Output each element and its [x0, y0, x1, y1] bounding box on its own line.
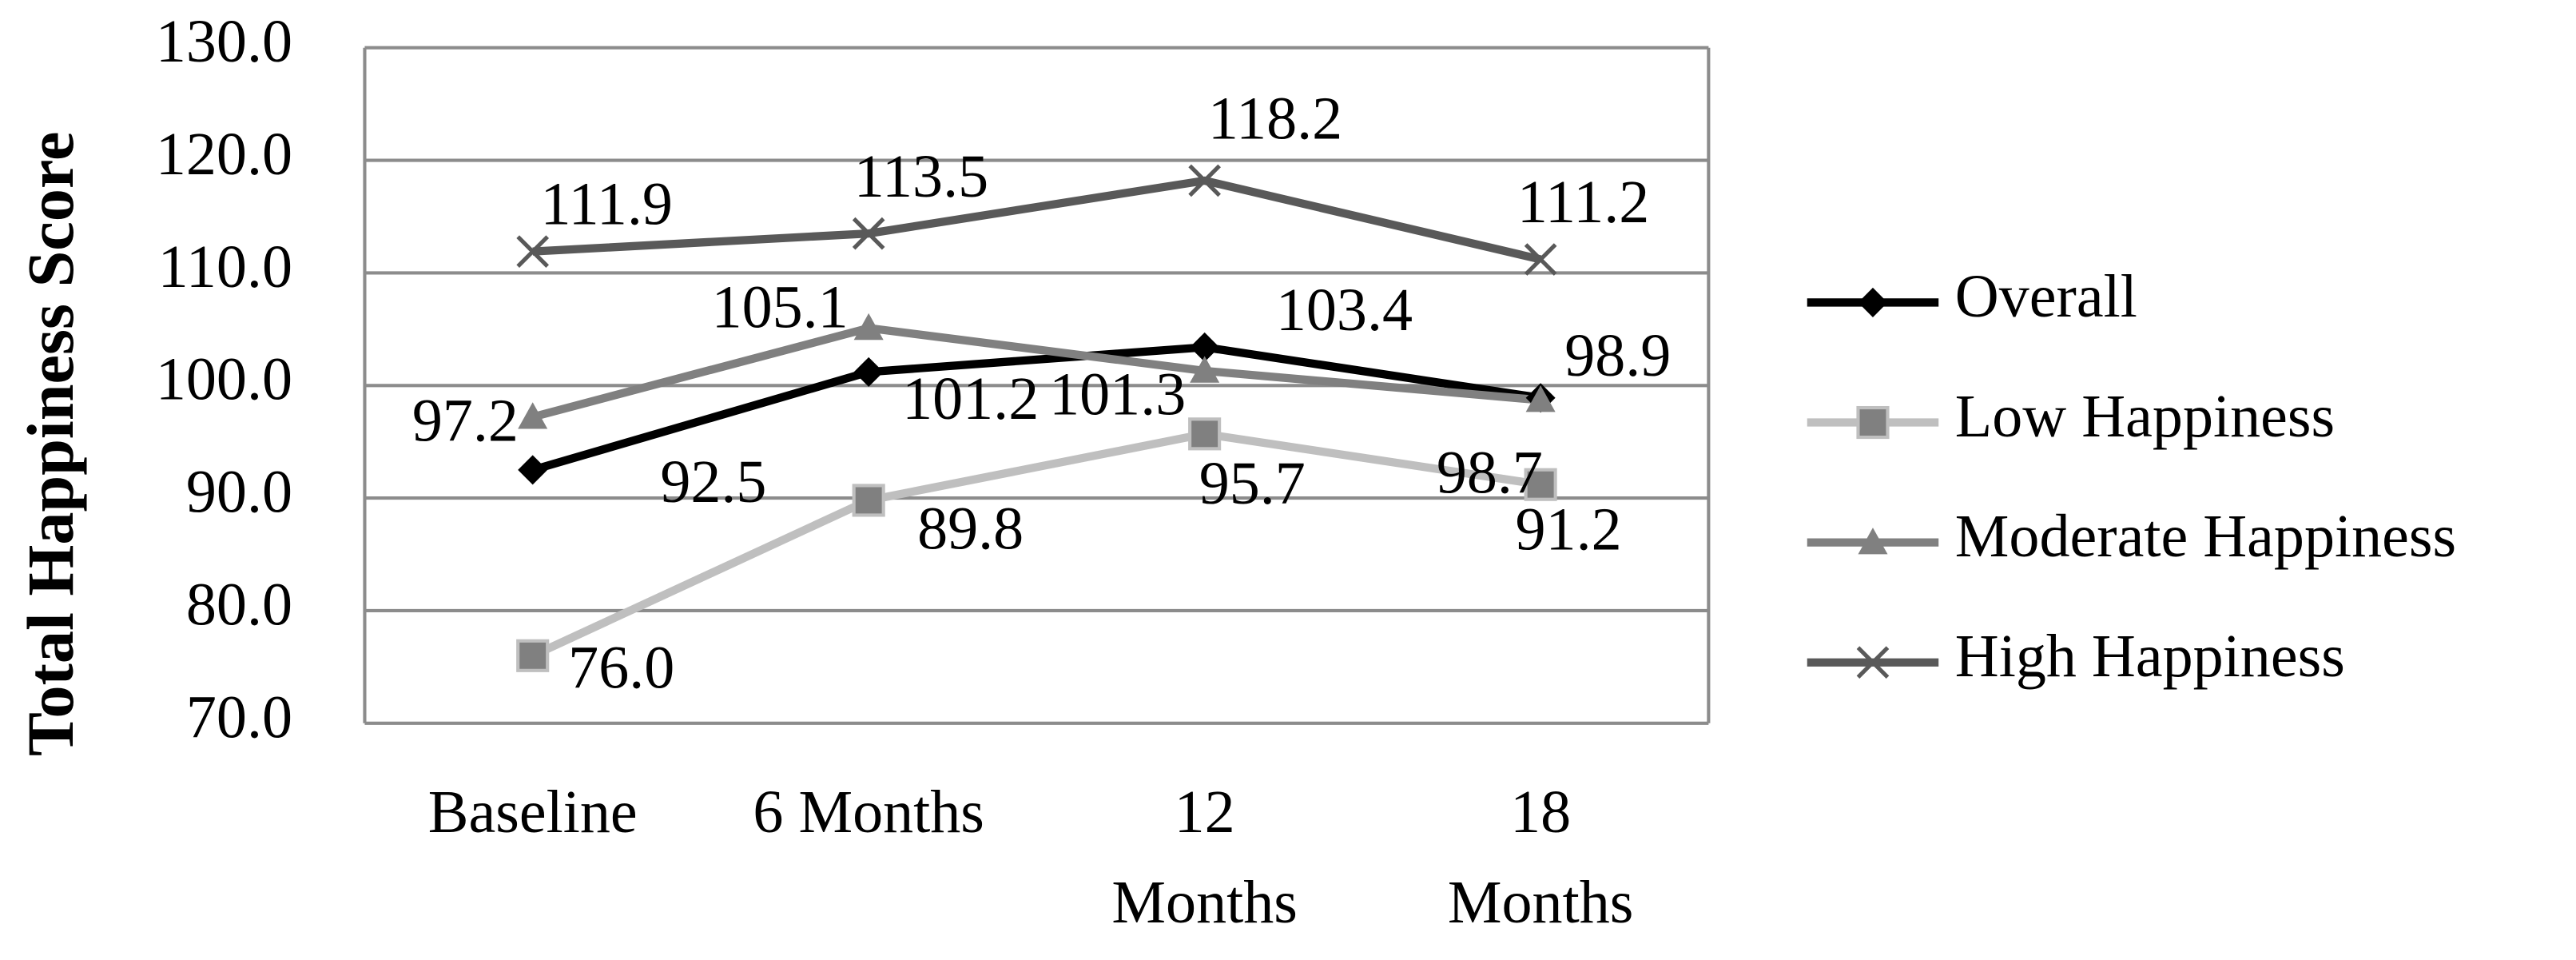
data-label: 76.0	[568, 634, 674, 701]
legend-label: Overall	[1955, 263, 2137, 330]
data-point	[1524, 468, 1557, 501]
data-point	[518, 455, 548, 485]
data-label: 89.8	[917, 496, 1024, 563]
data-label: 92.5	[660, 448, 766, 516]
x-tick-label: Baseline	[428, 779, 638, 846]
y-tick-label: 100.0	[156, 346, 292, 413]
data-label: 105.1	[712, 273, 849, 341]
x-tick-label: 18 Months	[1448, 779, 1633, 937]
data-label: 118.2	[1208, 85, 1342, 152]
y-tick-label: 70.0	[186, 683, 292, 751]
data-label: 98.9	[1564, 322, 1671, 389]
legend-marker	[1858, 287, 1888, 317]
data-point	[1525, 385, 1556, 412]
data-point	[1524, 243, 1557, 276]
y-axis-title: Total Happiness Score	[14, 132, 87, 756]
legend-marker	[1858, 528, 1888, 555]
data-point	[853, 357, 884, 387]
data-label: 101.2	[902, 365, 1039, 432]
series-line	[531, 324, 1541, 421]
data-point	[516, 235, 550, 268]
data-label: 113.5	[854, 143, 988, 210]
y-tick-label: 120.0	[156, 121, 292, 188]
data-point	[852, 217, 885, 250]
data-point	[516, 639, 550, 672]
y-tick-label: 130.0	[156, 8, 292, 75]
data-point	[852, 484, 885, 517]
data-label: 111.2	[1517, 169, 1650, 236]
data-point	[518, 402, 548, 429]
data-label: 91.2	[1516, 496, 1622, 563]
x-tick-label: 12 Months	[1111, 779, 1297, 937]
legend-marker	[1856, 646, 1890, 679]
legend-label: Moderate Happiness	[1955, 503, 2456, 570]
data-point	[1190, 356, 1220, 383]
x-tick-label: 6 Months	[753, 779, 984, 846]
y-tick-label: 80.0	[186, 571, 292, 638]
y-tick-label: 110.0	[158, 233, 292, 301]
data-label: 97.2	[412, 387, 519, 454]
data-point	[1188, 164, 1221, 197]
data-label: 111.9	[540, 171, 672, 238]
data-label: 98.7	[1437, 440, 1543, 507]
y-tick-label: 90.0	[186, 459, 292, 526]
data-label: 103.4	[1276, 277, 1413, 344]
series-line	[531, 343, 1541, 474]
data-label: 101.3	[1049, 360, 1186, 428]
series-line	[532, 176, 1542, 264]
data-point	[1188, 417, 1222, 451]
legend-label: High Happiness	[1955, 623, 2345, 690]
data-label: 95.7	[1199, 450, 1306, 517]
legend-marker	[1856, 405, 1890, 440]
series-line	[531, 429, 1541, 659]
data-point	[853, 313, 884, 341]
data-point	[1190, 332, 1220, 362]
legend-label: Low Happiness	[1955, 383, 2335, 450]
